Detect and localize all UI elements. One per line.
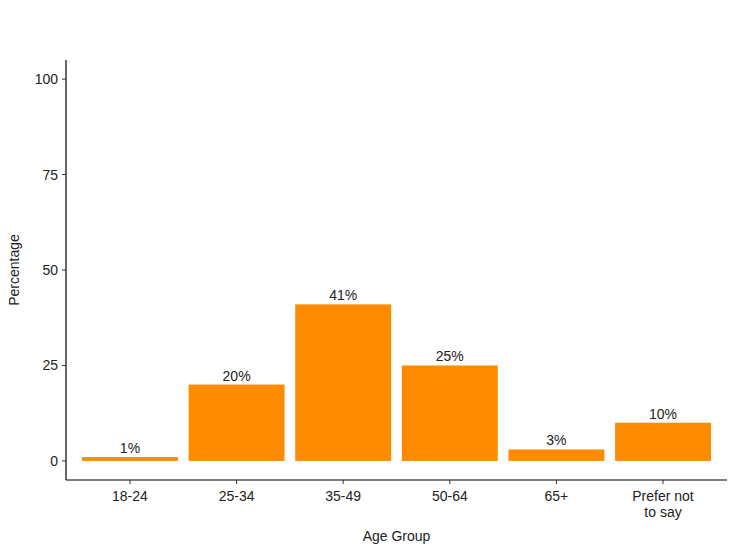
- x-tick-label: 50-64: [432, 488, 468, 504]
- y-tick-label: 100: [35, 71, 59, 87]
- bar: [189, 385, 285, 461]
- bar: [402, 365, 498, 460]
- y-tick: [62, 365, 66, 366]
- y-tick: [62, 270, 66, 271]
- x-tick-label: 18-24: [112, 488, 148, 504]
- data-label: 20%: [223, 368, 251, 384]
- x-tick-label: 65+: [545, 488, 569, 504]
- data-label: 1%: [120, 440, 140, 456]
- background: [0, 0, 735, 551]
- chart-container: 1% 20% 41% 25% 3% 10% 0 25 50 75 100 18-24 25-34 35-4…: [0, 0, 735, 551]
- y-tick-label: 75: [42, 167, 58, 183]
- y-tick: [62, 460, 66, 461]
- bar: [508, 449, 604, 460]
- y-tick: [62, 174, 66, 175]
- x-tick: [449, 480, 450, 484]
- x-axis-title: Age Group: [363, 528, 431, 544]
- data-label: 25%: [436, 348, 464, 364]
- x-tick-label: 25-34: [219, 488, 255, 504]
- x-tick-label: Prefer notto say: [632, 488, 694, 520]
- data-label: 41%: [329, 287, 357, 303]
- x-tick-label: 35-49: [325, 488, 361, 504]
- chart-svg: 1% 20% 41% 25% 3% 10% 0 25 50 75 100 18-24 25-34 35-4…: [0, 0, 735, 551]
- x-axis-line: [66, 479, 727, 480]
- y-tick-label: 0: [50, 453, 58, 469]
- bar: [82, 457, 178, 461]
- bar: [295, 304, 391, 461]
- x-tick: [343, 480, 344, 484]
- bar: [615, 423, 711, 461]
- x-tick: [129, 480, 130, 484]
- data-labels: 1% 20% 41% 25% 3% 10%: [120, 287, 677, 456]
- data-label: 10%: [649, 406, 677, 422]
- x-tick: [556, 480, 557, 484]
- data-label: 3%: [546, 432, 566, 448]
- x-tick: [663, 480, 664, 484]
- x-tick: [236, 480, 237, 484]
- y-tick: [62, 79, 66, 80]
- bars: [82, 304, 711, 461]
- y-tick-label: 25: [42, 357, 58, 373]
- y-tick-label: 50: [42, 262, 58, 278]
- y-axis-title: Percentage: [6, 234, 22, 306]
